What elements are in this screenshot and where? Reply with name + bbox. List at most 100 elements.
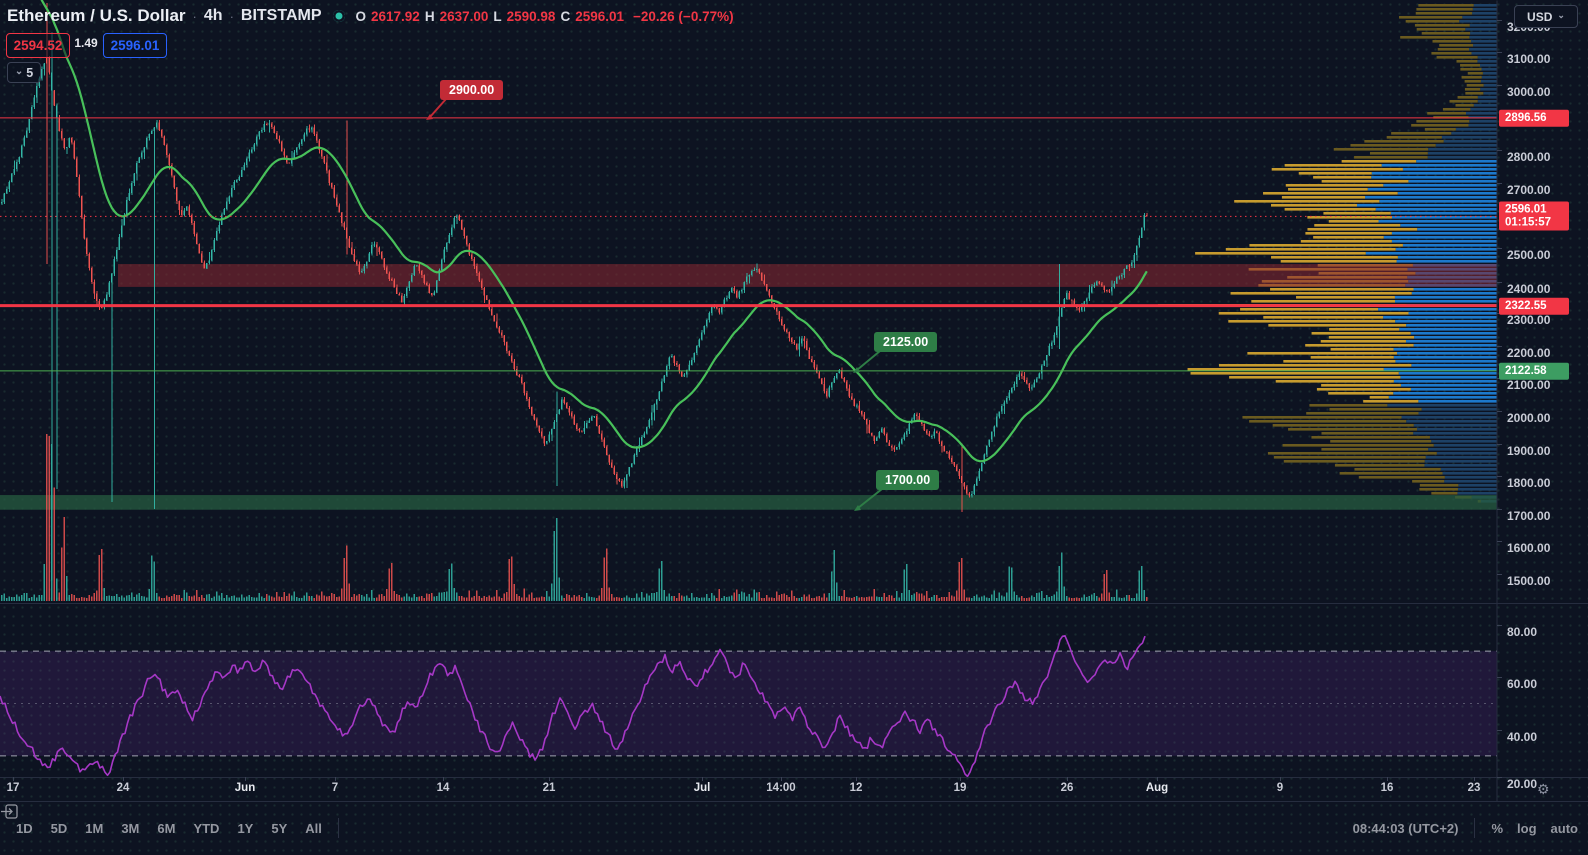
highlight-zone[interactable] [118, 264, 1497, 287]
time-tick-mark [1280, 777, 1281, 781]
range-button-1d[interactable]: 1D [16, 820, 33, 836]
percent-scale-button[interactable]: % [1491, 820, 1504, 836]
range-button-1y[interactable]: 1Y [237, 820, 254, 836]
price-axis-label: 2596.01 01:15:57 [1499, 201, 1569, 231]
ohlc-key: O [355, 8, 367, 24]
ohlc-key: L [493, 8, 502, 24]
separator-dot: · [192, 8, 197, 24]
time-tick-mark [123, 777, 124, 781]
price-axis-label: 2122.58 [1499, 362, 1569, 380]
time-tick-label: 17 [6, 782, 20, 794]
indicator-count: 5 [26, 65, 34, 80]
ma-line[interactable] [7, 0, 1148, 463]
symbol-title[interactable]: Ethereum / U.S. Dollar [7, 6, 186, 25]
exchange-label[interactable]: BITSTAMP [240, 7, 322, 24]
range-button-5y[interactable]: 5Y [271, 820, 288, 836]
time-tick-mark [960, 777, 961, 781]
time-tick-mark [1387, 777, 1388, 781]
toolbar-divider [337, 818, 339, 838]
range-button-3m[interactable]: 3M [121, 820, 140, 836]
rsi-pane[interactable] [0, 634, 1497, 777]
main-pane[interactable] [0, 0, 1497, 601]
range-button-6m[interactable]: 6M [157, 820, 176, 836]
highlight-zone[interactable] [0, 495, 1497, 510]
exchange-logo-icon [332, 10, 345, 22]
price-callout-label[interactable]: 2900.00 [440, 80, 504, 100]
price-axis-label: 2896.56 [1499, 109, 1569, 127]
time-tick-mark [1067, 777, 1068, 781]
time-tick-mark [702, 777, 703, 781]
time-scale[interactable]: 17 24 Jun 7 14 21 Jul 14:00 12 19 26 Aug 9 16 23 [0, 777, 1497, 801]
time-tick-label: 7 [331, 782, 339, 794]
candles-layer [1, 3, 1148, 581]
go-to-date-icon [1, 804, 18, 819]
time-tick-label: 19 [953, 782, 967, 794]
time-tick-mark [1157, 777, 1158, 781]
volume-profile [1157, 4, 1497, 503]
time-tick-label: 14:00 [766, 782, 796, 794]
rsi-line[interactable] [0, 634, 1146, 777]
time-tick-label: 26 [1060, 782, 1074, 794]
collapsed-indicators-button[interactable]: ⌄ 5 [7, 62, 41, 83]
price-callout-label[interactable]: 2125.00 [874, 332, 938, 352]
log-scale-button[interactable]: log [1517, 820, 1537, 836]
time-tick-mark [1474, 777, 1475, 781]
session-clock[interactable]: 08:44:03 (UTC+2) [1352, 820, 1459, 836]
toolbar-divider [1474, 818, 1476, 838]
time-tick-mark [856, 777, 857, 781]
callout-arrow [853, 367, 860, 373]
time-tick-mark [549, 777, 550, 781]
spread-value: 1.49 [74, 36, 98, 50]
currency-unit-button[interactable]: USD ⌄ [1514, 5, 1578, 28]
time-tick-label: 14 [436, 782, 450, 794]
currency-label: USD [1527, 9, 1553, 24]
callout-tail [856, 350, 881, 371]
time-tick-label: 12 [849, 782, 863, 794]
time-tick-mark [245, 777, 246, 781]
range-button-all[interactable]: All [305, 820, 322, 836]
time-tick-label: 21 [542, 782, 556, 794]
price-callout-label[interactable]: 1700.00 [876, 470, 940, 490]
time-tick-label: 9 [1276, 782, 1284, 794]
time-tick-label: Jul [693, 782, 711, 794]
gear-icon[interactable]: ⚙ [1537, 781, 1550, 797]
time-tick-label: 23 [1467, 782, 1481, 794]
auto-scale-button[interactable]: auto [1550, 820, 1578, 836]
rsi-band [0, 651, 1497, 756]
time-tick-label: Jun [234, 782, 256, 794]
time-tick-mark [335, 777, 336, 781]
date-range-switcher: 1D 5D 1M 3M 6M YTD 1Y 5Y All [8, 817, 330, 840]
buy-price-button[interactable]: 2596.01 [103, 33, 167, 58]
chevron-down-icon: ⌄ [14, 65, 24, 77]
ohlc-values: O 2617.92 H 2637.00 L 2590.98 C 2596.01 [356, 9, 625, 24]
callout-tail [429, 98, 447, 118]
chevron-down-icon: ⌄ [1557, 10, 1565, 20]
time-tick-label: 24 [116, 782, 130, 794]
range-button-1m[interactable]: 1M [85, 820, 104, 836]
volume-bars [1, 433, 1148, 601]
ohlc-key: C [560, 8, 571, 24]
time-tick-mark [443, 777, 444, 781]
status-bar: 08:44:03 (UTC+2) % log auto [1353, 818, 1578, 838]
range-button-ytd[interactable]: YTD [193, 820, 220, 836]
ohlc-value: 2637.00 [439, 8, 489, 24]
time-tick-mark [13, 777, 14, 781]
change-value: −20.26 (−0.77%) [633, 8, 734, 24]
callout-arrow [854, 505, 861, 511]
separator-dot: · [229, 8, 234, 24]
range-button-5d[interactable]: 5D [50, 820, 68, 836]
ohlc-key: H [424, 8, 435, 24]
go-to-date-button[interactable] [1, 804, 371, 840]
price-scale[interactable]: ⚙ 3200.003100.003000.002800.002700.00250… [1497, 0, 1588, 801]
chart-legend: Ethereum / U.S. Dollar · 4h · BITSTAMP O… [7, 4, 734, 28]
sell-price-button[interactable]: 2594.52 [6, 33, 70, 58]
ohlc-value: 2590.98 [506, 8, 556, 24]
callout-arrow [426, 114, 433, 120]
time-tick-label: 16 [1380, 782, 1394, 794]
time-tick-mark [781, 777, 782, 781]
time-tick-label: Aug [1145, 782, 1169, 794]
bottom-toolbar: 1D 5D 1M 3M 6M YTD 1Y 5Y All 08:44:03 (UTC+2) % … [0, 801, 1588, 855]
interval-label[interactable]: 4h [203, 7, 223, 24]
